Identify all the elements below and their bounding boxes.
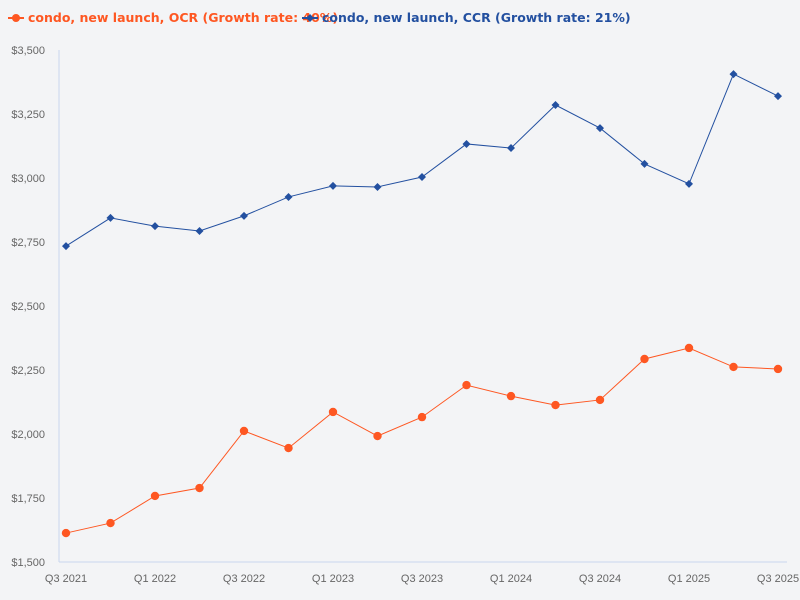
data-point xyxy=(195,226,204,235)
y-tick-label: $2,500 xyxy=(11,301,45,313)
data-point xyxy=(729,362,738,372)
y-tick-label: $3,250 xyxy=(11,109,45,121)
x-tick-label: Q3 2023 xyxy=(401,573,443,585)
y-tick-label: $2,750 xyxy=(11,237,45,249)
x-tick-label: Q1 2023 xyxy=(312,573,354,585)
legend-item: condo, new launch, CCR (Growth rate: 21%… xyxy=(302,10,631,25)
data-point xyxy=(684,343,694,353)
data-point xyxy=(595,395,605,405)
x-tick-label: Q1 2024 xyxy=(490,573,532,585)
data-point xyxy=(462,380,471,390)
legend-label: condo, new launch, CCR (Growth rate: 21%… xyxy=(322,10,631,25)
data-point xyxy=(373,182,382,191)
series-line xyxy=(65,347,779,534)
data-point xyxy=(195,483,204,493)
data-point xyxy=(61,528,71,538)
legend-marker-icon xyxy=(306,14,314,22)
legend-item: condo, new launch, OCR (Growth rate: 40%… xyxy=(8,10,338,25)
data-point xyxy=(773,364,783,374)
data-point xyxy=(240,211,248,220)
x-tick-label: Q3 2025 xyxy=(757,573,799,585)
series-ccr xyxy=(62,70,782,251)
x-tick-label: Q1 2022 xyxy=(134,573,176,585)
y-tick-label: $2,250 xyxy=(11,365,45,377)
data-point xyxy=(239,426,249,436)
data-point xyxy=(418,172,426,181)
y-tick-label: $2,000 xyxy=(11,429,45,441)
data-point xyxy=(640,354,649,364)
data-point xyxy=(62,242,70,251)
series-line xyxy=(65,73,779,247)
data-point xyxy=(507,144,515,153)
legend-marker-icon xyxy=(12,14,20,22)
data-point xyxy=(328,407,338,417)
y-tick-label: $1,500 xyxy=(11,557,45,569)
x-tick-label: Q3 2022 xyxy=(223,573,265,585)
data-point xyxy=(284,192,293,201)
series-ocr xyxy=(61,343,783,538)
x-tick-label: Q3 2024 xyxy=(579,573,621,585)
data-point xyxy=(551,101,560,110)
data-point xyxy=(506,391,516,401)
data-point xyxy=(417,412,427,422)
x-tick-label: Q3 2021 xyxy=(45,573,87,585)
data-point xyxy=(284,443,293,453)
data-point xyxy=(106,518,115,528)
legend-label: condo, new launch, OCR (Growth rate: 40%… xyxy=(28,10,338,25)
data-point xyxy=(685,179,693,188)
data-point xyxy=(373,431,382,441)
data-point xyxy=(596,124,604,133)
y-tick-label: $3,000 xyxy=(11,173,45,185)
y-tick-label: $3,500 xyxy=(11,45,45,57)
data-point xyxy=(106,213,115,222)
data-point xyxy=(729,70,738,79)
y-tick-label: $1,750 xyxy=(11,493,45,505)
x-tick-label: Q1 2025 xyxy=(668,573,710,585)
data-point xyxy=(151,222,159,231)
data-point xyxy=(551,400,560,410)
data-point xyxy=(150,491,160,501)
data-point xyxy=(329,181,337,190)
data-point xyxy=(640,159,649,168)
data-point xyxy=(462,139,471,148)
data-point xyxy=(774,92,782,101)
